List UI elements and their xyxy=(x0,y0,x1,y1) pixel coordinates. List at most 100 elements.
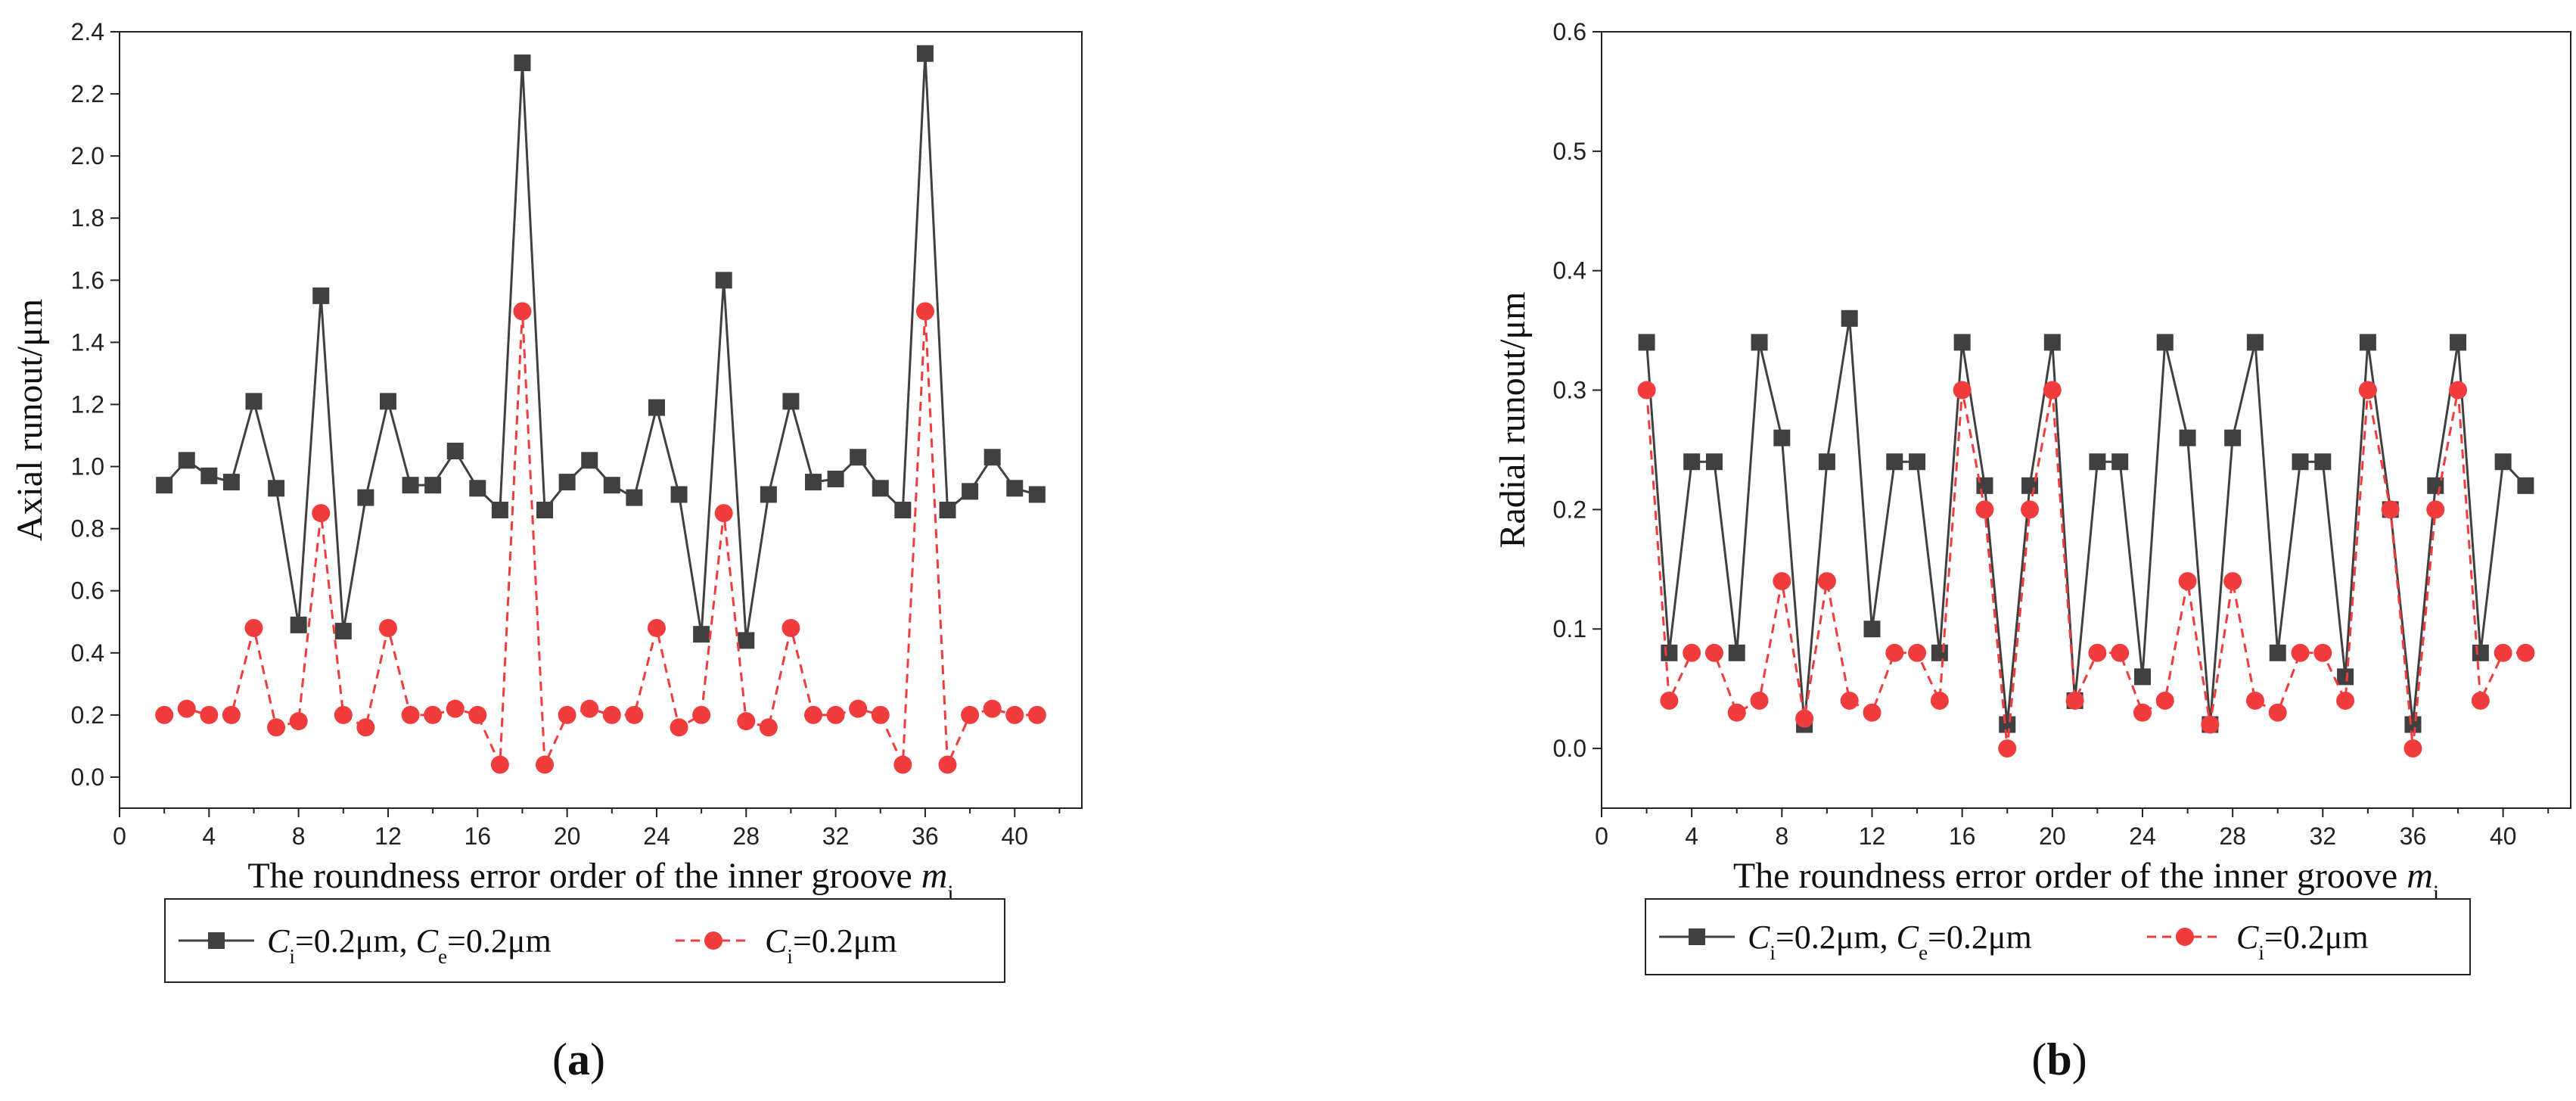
data-point-square xyxy=(939,502,956,519)
data-point-circle xyxy=(490,755,509,774)
data-point-circle xyxy=(1704,643,1723,662)
data-point-circle xyxy=(2358,381,2377,400)
data-point-circle xyxy=(1817,572,1836,591)
data-point-square xyxy=(2089,453,2106,471)
data-point-square xyxy=(2517,477,2534,494)
data-point-circle xyxy=(267,718,286,737)
panel-caption: (a) xyxy=(552,1034,605,1084)
data-point-circle xyxy=(2088,643,2107,662)
data-point-square xyxy=(648,399,665,416)
x-tick-label: 24 xyxy=(643,823,670,850)
data-point-square xyxy=(379,393,396,410)
data-point-circle xyxy=(893,755,912,774)
y-tick-label: 0.2 xyxy=(71,701,104,729)
data-point-square xyxy=(782,393,800,410)
legend-marker-circle xyxy=(704,931,722,950)
data-point-circle xyxy=(2426,500,2445,519)
y-tick-label: 1.8 xyxy=(71,204,104,232)
y-tick-label: 0.8 xyxy=(71,515,104,543)
x-tick-label: 8 xyxy=(292,823,306,850)
data-point-circle xyxy=(334,705,353,724)
data-point-circle xyxy=(804,705,823,724)
data-point-circle xyxy=(871,705,890,724)
chart-panel-a: 0 4 8 12 16 20 24 28 32 36 40 0.0 0.2 0.4 0.6 0.8 1.0 1.2… xyxy=(10,18,1083,1084)
data-point-square xyxy=(2404,716,2422,733)
x-tick-label: 28 xyxy=(2219,823,2246,850)
x-tick-label: 32 xyxy=(2310,823,2337,850)
data-point-circle xyxy=(2381,500,2400,519)
data-point-square xyxy=(2472,644,2489,661)
series-line-1 xyxy=(163,53,1038,641)
y-tick-label: 2.0 xyxy=(71,142,104,170)
data-point-square xyxy=(178,452,195,469)
data-point-circle xyxy=(647,618,666,637)
data-point-circle xyxy=(714,504,733,523)
data-point-square xyxy=(603,477,620,494)
data-point-circle xyxy=(826,705,845,724)
data-point-square xyxy=(1886,453,1903,471)
data-point-circle xyxy=(2336,691,2355,710)
data-point-square xyxy=(983,449,1001,466)
x-axis-title: The roundness error order of the inner g… xyxy=(247,856,953,906)
y-tick-label: 1.6 xyxy=(71,266,104,294)
data-point-circle xyxy=(2043,381,2062,400)
data-point-square xyxy=(2450,334,2467,351)
legend-marker-circle xyxy=(2176,928,2194,946)
data-point-square xyxy=(1638,334,1655,351)
legend-box xyxy=(164,898,1005,983)
data-point-circle xyxy=(580,699,599,718)
data-point-square xyxy=(2314,453,2332,471)
y-tick-label: 1.2 xyxy=(71,390,104,418)
data-point-square xyxy=(424,477,442,494)
data-point-square xyxy=(805,474,822,491)
data-point-circle xyxy=(1885,643,1904,662)
data-point-square xyxy=(1683,453,1701,471)
data-point-circle xyxy=(536,755,555,774)
data-point-square xyxy=(1931,644,1948,661)
data-point-square xyxy=(1999,716,2016,733)
data-point-square xyxy=(962,483,979,500)
data-point-circle xyxy=(2313,643,2332,662)
data-point-circle xyxy=(961,705,980,724)
data-point-circle xyxy=(2065,691,2084,710)
y-tick-label: 0.0 xyxy=(71,764,104,791)
x-tick-label: 8 xyxy=(1775,823,1788,850)
data-point-circle xyxy=(625,705,644,724)
data-point-circle xyxy=(1660,691,1679,710)
data-point-circle xyxy=(289,712,308,731)
data-point-square xyxy=(200,467,218,484)
y-tick-label: 0.6 xyxy=(1553,18,1586,45)
data-point-circle xyxy=(1773,572,1791,591)
data-point-circle xyxy=(558,705,576,724)
data-point-square xyxy=(916,45,934,62)
legend-marker-square xyxy=(1689,928,1705,945)
x-tick-label: 16 xyxy=(465,823,492,850)
data-point-circle xyxy=(2133,703,2152,722)
data-point-circle xyxy=(2268,703,2287,722)
data-point-circle xyxy=(1750,691,1769,710)
legend-label-1: Ci=0.2μm, Ce=0.2μm xyxy=(1748,919,2032,964)
data-point-circle xyxy=(2291,643,2310,662)
x-tick-label: 28 xyxy=(732,823,760,850)
data-point-square xyxy=(2269,644,2286,661)
data-point-circle xyxy=(424,705,443,724)
data-point-circle xyxy=(1683,643,1701,662)
data-point-square xyxy=(1863,620,1881,638)
data-point-square xyxy=(1028,486,1046,503)
data-point-circle xyxy=(401,705,420,724)
x-tick-label: 40 xyxy=(2490,823,2517,850)
data-point-circle xyxy=(1727,703,1746,722)
data-point-square xyxy=(581,452,598,469)
data-point-square xyxy=(2337,668,2354,686)
x-tick-label: 12 xyxy=(374,823,402,850)
data-point-circle xyxy=(2404,739,2422,758)
x-tick-label: 0 xyxy=(113,823,126,850)
data-point-square xyxy=(491,502,508,519)
data-point-square xyxy=(693,626,710,643)
data-point-square xyxy=(2043,334,2061,351)
data-point-square xyxy=(2494,453,2512,471)
x-tick-label: 12 xyxy=(1859,823,1886,850)
x-tick-label: 4 xyxy=(1685,823,1698,850)
data-point-square xyxy=(536,502,554,519)
